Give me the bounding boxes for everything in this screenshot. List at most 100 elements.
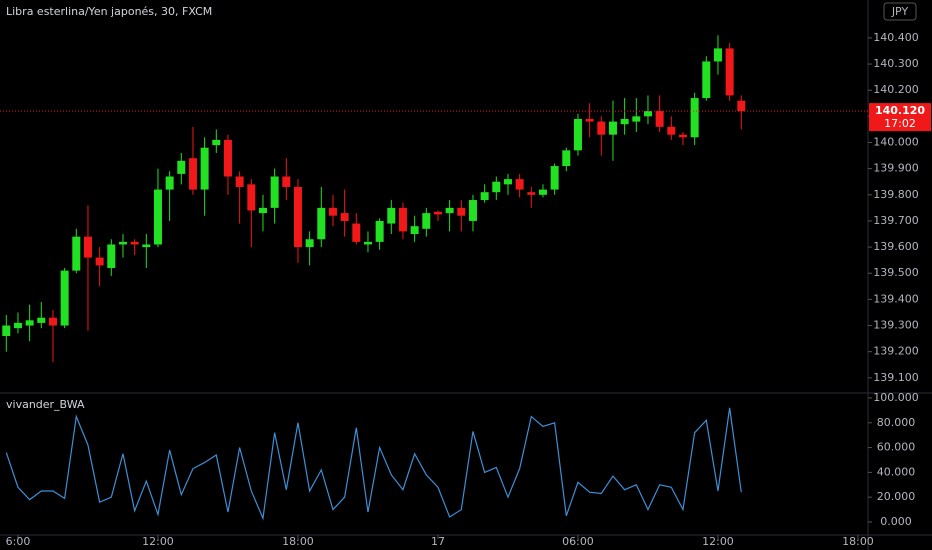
candle-body: [83, 236, 92, 258]
candle-body: [328, 207, 337, 216]
candle-body: [270, 176, 279, 208]
y-tick-label: 140.000: [873, 136, 919, 149]
x-tick-label: 12:00: [142, 535, 174, 548]
candle-body: [375, 220, 384, 242]
candle-body: [25, 320, 34, 326]
candle-body: [305, 239, 314, 248]
x-tick-label: 18:00: [842, 535, 874, 548]
y-tick-label: 139.800: [873, 188, 919, 201]
last-price-label: 140.120: [875, 104, 925, 117]
y-tick-label: 140.300: [873, 57, 919, 70]
candle-body: [702, 61, 711, 99]
y-tick-label: 140.200: [873, 83, 919, 96]
candle-body: [188, 158, 197, 190]
candle-body: [258, 207, 267, 214]
y-tick-label: 139.200: [873, 345, 919, 358]
candle-body: [410, 226, 419, 235]
candle-body: [293, 186, 302, 248]
candle-body: [247, 184, 256, 211]
candle-body: [212, 139, 221, 146]
x-tick-label: 18:00: [282, 535, 314, 548]
y-tick-label: 139.400: [873, 292, 919, 305]
currency-label[interactable]: JPY: [891, 5, 909, 18]
candle-body: [457, 207, 466, 216]
candle-body: [690, 98, 699, 138]
candle-body: [223, 139, 232, 177]
candle-body: [527, 192, 536, 195]
candle-body: [468, 200, 477, 221]
candle-body: [317, 207, 326, 240]
x-tick-label: 6:00: [6, 535, 31, 548]
candle-body: [95, 257, 104, 266]
candle-body: [37, 317, 46, 323]
candle-body: [352, 223, 361, 242]
candle-body: [737, 100, 746, 112]
candle-body: [13, 322, 22, 329]
x-tick-label: 06:00: [562, 535, 594, 548]
candle-body: [177, 160, 186, 174]
y-tick-label: 139.100: [873, 371, 919, 384]
y-tick-label: 0.000: [880, 515, 912, 528]
candle-body: [2, 325, 11, 336]
candle-body: [142, 244, 151, 248]
candle-body: [387, 207, 396, 224]
y-tick-label: 60.000: [877, 441, 916, 454]
y-tick-label: 140.400: [873, 31, 919, 44]
candle-body: [480, 192, 489, 201]
candle-body: [398, 207, 407, 232]
candle-body: [667, 126, 676, 135]
candle-body: [632, 116, 641, 122]
candle-body: [48, 317, 57, 326]
candle-body: [153, 189, 162, 245]
candle-body: [165, 176, 174, 190]
candle-body: [340, 213, 349, 221]
x-tick-label: 12:00: [702, 535, 734, 548]
x-tick-label: 17: [431, 535, 445, 548]
candle-body: [107, 244, 116, 269]
candle-body: [503, 179, 512, 185]
candle-body: [492, 181, 501, 193]
y-tick-label: 100.000: [873, 391, 919, 404]
candle-body: [282, 176, 291, 187]
candle-body: [72, 236, 81, 271]
y-tick-label: 20.000: [877, 490, 916, 503]
candle-body: [678, 134, 687, 138]
y-tick-label: 139.300: [873, 319, 919, 332]
currency-box[interactable]: [883, 2, 917, 21]
candle-body: [60, 270, 69, 326]
candle-body: [725, 48, 734, 96]
candle-body: [200, 147, 209, 190]
y-tick-label: 80.000: [877, 416, 916, 429]
candle-body: [445, 207, 454, 214]
candle-body: [538, 189, 547, 195]
chart-title: Libra esterlina/Yen japonés, 30, FXCM: [6, 5, 212, 18]
candle-body: [118, 241, 127, 245]
countdown: 17:02: [884, 117, 916, 130]
candle-body: [573, 118, 582, 151]
indicator-title: vivander_BWA: [6, 398, 85, 411]
candle-body: [562, 150, 571, 167]
candle-body: [130, 241, 139, 245]
y-tick-label: 139.700: [873, 214, 919, 227]
candle-body: [235, 176, 244, 187]
candle-body: [515, 179, 524, 190]
candle-body: [433, 211, 442, 215]
candle-body: [713, 48, 722, 62]
y-tick-label: 139.500: [873, 266, 919, 279]
y-tick-label: 139.600: [873, 240, 919, 253]
candle-body: [363, 241, 372, 245]
candle-body: [585, 118, 594, 122]
indicator-line: [5, 407, 742, 521]
candle-body: [550, 166, 559, 190]
candle-body: [597, 121, 606, 135]
candle-body: [620, 118, 629, 125]
y-tick-label: 40.000: [877, 465, 916, 478]
candle-body: [422, 213, 431, 229]
candle-body: [643, 111, 652, 117]
candle-body: [608, 121, 617, 135]
last-price-box: [869, 103, 931, 132]
y-tick-label: 139.900: [873, 162, 919, 175]
